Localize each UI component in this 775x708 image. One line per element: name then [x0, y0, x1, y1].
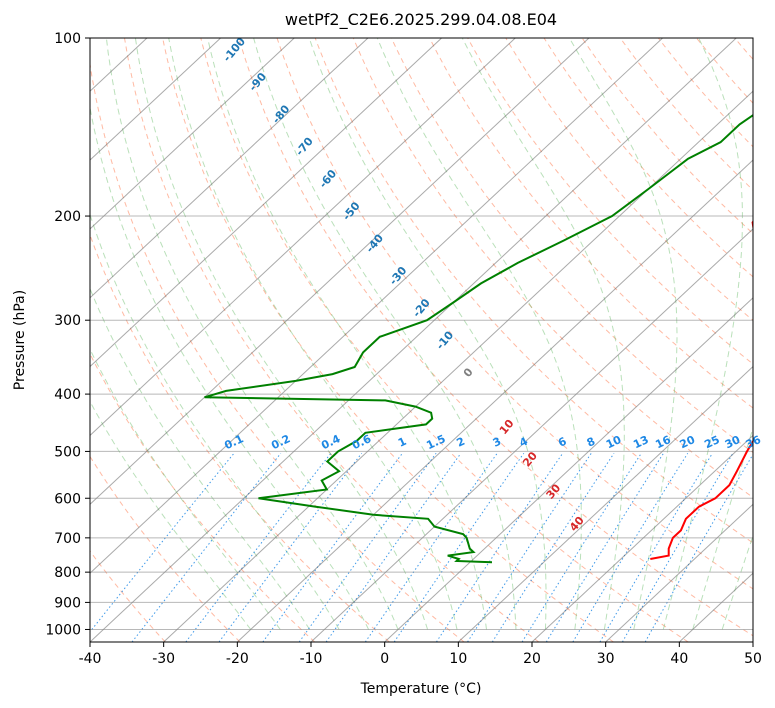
temperature-series-line [650, 220, 753, 560]
plot-frame [89, 37, 754, 643]
isotherm-line [310, 228, 753, 642]
y-tick-label: 1000 [45, 622, 81, 638]
isotherm-line [90, 38, 442, 368]
y-tick-label: 400 [54, 387, 81, 403]
dry-adiabat-line [429, 38, 753, 409]
mixing-ratio-line [325, 453, 462, 642]
mixing-ratio-line [467, 453, 592, 642]
isotherm-line [90, 38, 516, 437]
dry-adiabat-line [162, 38, 614, 642]
x-tick-label: 30 [597, 651, 615, 667]
mixing-ratio-line [644, 453, 753, 642]
chart-title: wetPf2_C2E6.2025.299.04.08.E04 [285, 10, 557, 30]
mixing-ratio-line [521, 453, 642, 642]
moist-adiabat-line [168, 38, 458, 630]
moist-adiabat-line [90, 400, 252, 630]
x-tick-label: -10 [300, 651, 323, 667]
isotherm-line [457, 365, 753, 642]
mixing-ratio-line [435, 453, 564, 642]
moist-adiabat-line [568, 38, 678, 630]
dry-adiabat-line [90, 455, 241, 642]
y-tick-label: 300 [54, 313, 81, 329]
moist-adiabat-line [90, 104, 370, 630]
dry-adiabat-line [657, 38, 753, 148]
x-tick-label: 0 [380, 651, 389, 667]
moist-adiabat-line [207, 38, 487, 630]
profile-lines [204, 113, 753, 564]
moist-adiabat-line [90, 212, 340, 630]
mixing-ratio-line [262, 452, 403, 642]
dry-adiabat-line [581, 38, 753, 235]
moist-adiabat-line [376, 38, 582, 630]
dry-adiabat-line [276, 38, 753, 590]
isotherm-line [90, 38, 295, 230]
dry-adiabat-line [314, 38, 753, 544]
dry-adiabat-line [200, 38, 689, 642]
x-tick-label: 10 [449, 651, 467, 667]
isotherm-line [90, 38, 590, 505]
moist-adiabat-line [721, 534, 753, 630]
x-tick-label: -40 [79, 651, 102, 667]
dry-adiabat-line [124, 38, 540, 642]
x-tick-label: 20 [523, 651, 541, 667]
y-tick-label: 600 [54, 491, 81, 507]
axes: -40 -30 -20 -10 0 10 20 30 40 50 1000 900 800 700 600 5… [45, 31, 762, 667]
mixing-ratio-line [131, 452, 282, 642]
mixing-ratio-line [621, 453, 734, 642]
y-tick-label: 900 [54, 595, 81, 611]
y-tick-label: 100 [54, 31, 81, 47]
isotherm-line [90, 38, 369, 299]
mixing-ratio-label: 16 [653, 433, 673, 451]
x-tick-label: 40 [670, 651, 688, 667]
dewpoint-series-line [204, 113, 753, 564]
isotherm-line [90, 38, 221, 161]
moist-adiabat-line [461, 38, 625, 630]
mixing-ratio-label: 10 [604, 433, 624, 451]
mixing-ratio-line [218, 452, 363, 642]
mixing-ratio-line [298, 453, 437, 642]
dry-adiabat-line [238, 38, 753, 637]
y-tick-label: 800 [54, 565, 81, 581]
moist-adiabat-line [134, 38, 428, 630]
mixing-ratio-line [599, 453, 713, 642]
moist-adiabat-line [90, 287, 311, 630]
x-axis-title: Temperature (°C) [360, 681, 482, 697]
y-axis-title: Pressure (hPa) [12, 290, 28, 390]
isotherm-line [531, 434, 753, 642]
moist-adiabat-line [662, 38, 743, 630]
isotherm-line [90, 38, 737, 642]
background-lines [90, 38, 753, 642]
x-tick-label: -20 [226, 651, 249, 667]
mixing-ratio-label: 36 [744, 433, 764, 451]
dry-adiabat-line [390, 38, 753, 454]
moist-adiabat-line [253, 38, 517, 630]
dry-adiabat-line [90, 233, 390, 642]
isotherm-line [605, 503, 753, 642]
moist-adiabat-line [105, 38, 399, 630]
mixing-ratio-line [491, 453, 615, 642]
y-tick-label: 200 [54, 209, 81, 225]
isotherm-line [90, 38, 663, 574]
isotherm-line [236, 159, 753, 642]
mixing-ratio-line [572, 453, 689, 642]
mixing-ratio-label: 25 [702, 433, 721, 451]
moist-adiabat-line [90, 348, 281, 630]
mixing-ratio-line [90, 452, 235, 633]
moist-adiabat-line [308, 38, 547, 630]
isotherm-line [384, 297, 753, 642]
x-tick-label: -30 [152, 651, 175, 667]
moist-adiabat-line [692, 426, 753, 630]
mixing-ratio-label: 30 [723, 433, 743, 451]
mixing-ratio-label: 20 [678, 433, 698, 451]
y-tick-label: 500 [54, 444, 81, 460]
x-tick-label: 50 [744, 651, 762, 667]
mixing-ratio-label: 13 [631, 433, 650, 451]
isotherm-line [163, 90, 753, 642]
y-tick-label: 700 [54, 531, 81, 547]
